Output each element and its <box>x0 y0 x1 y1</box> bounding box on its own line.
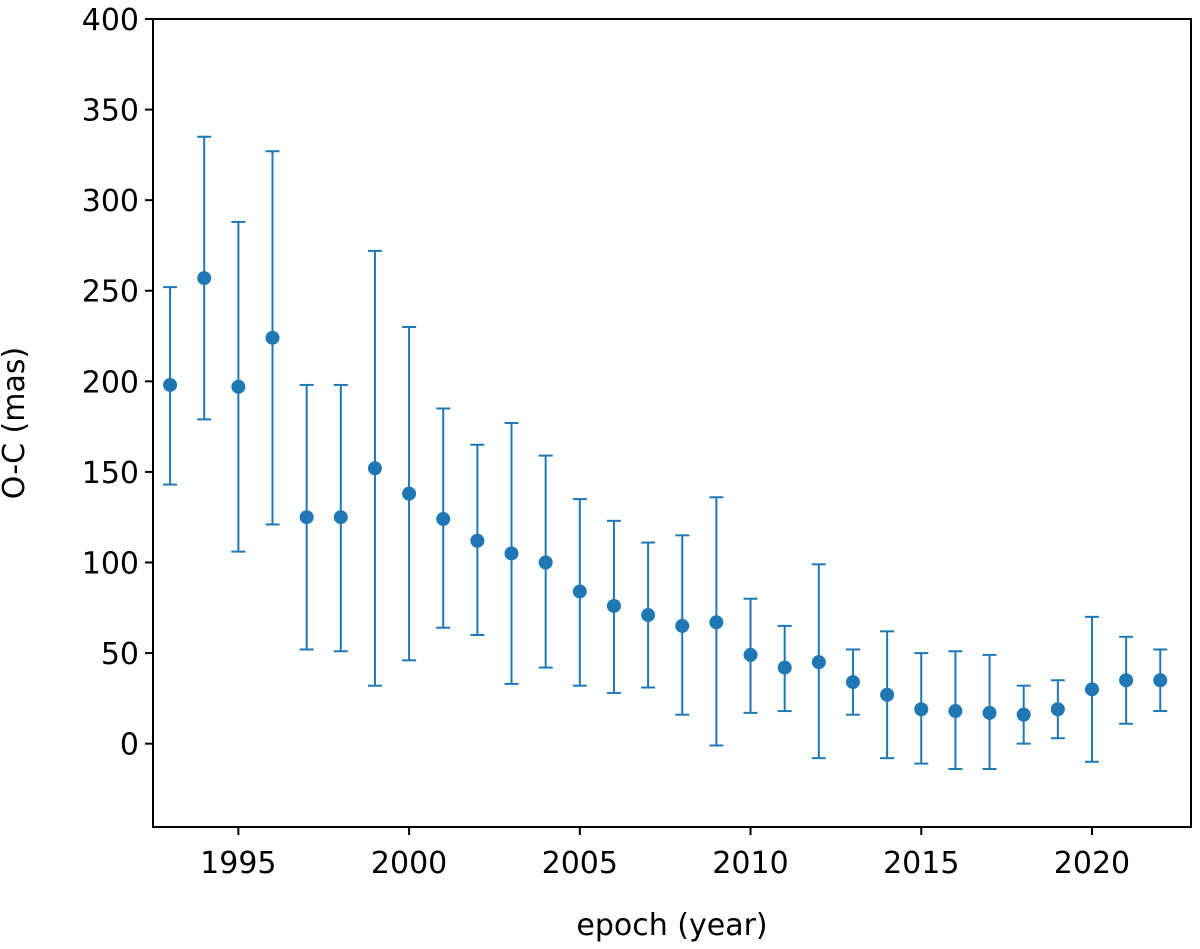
y-tick-label: 350 <box>82 94 139 129</box>
data-point <box>1153 673 1168 688</box>
x-axis-label: epoch (year) <box>576 908 767 943</box>
data-point <box>333 510 348 525</box>
y-tick-label: 50 <box>101 637 139 672</box>
y-tick-label: 250 <box>82 275 139 310</box>
data-point <box>402 486 417 501</box>
data-point <box>606 598 621 613</box>
data-point <box>641 608 656 623</box>
x-tick-label: 2015 <box>883 846 959 881</box>
data-point <box>265 330 280 345</box>
data-point <box>367 461 382 476</box>
y-tick-label: 300 <box>82 184 139 219</box>
data-point <box>880 687 895 702</box>
data-point <box>231 379 246 394</box>
data-point <box>1050 702 1065 717</box>
axes-frame <box>152 18 1192 828</box>
x-tick-label: 2010 <box>712 846 788 881</box>
data-point <box>504 546 519 561</box>
data-point <box>163 377 178 392</box>
data-point <box>914 702 929 717</box>
x-tick-label: 2020 <box>1054 846 1130 881</box>
y-tick-label: 400 <box>82 3 139 38</box>
x-tick-label: 1995 <box>200 846 276 881</box>
y-tick-label: 0 <box>120 728 139 763</box>
y-axis-label: O-C (mas) <box>0 347 32 499</box>
data-point <box>1016 707 1031 722</box>
data-point <box>982 705 997 720</box>
data-point <box>1084 682 1099 697</box>
y-tick-label: 150 <box>82 456 139 491</box>
data-point <box>709 615 724 630</box>
data-point <box>299 510 314 525</box>
data-point <box>948 704 963 719</box>
x-tick-label: 2000 <box>371 846 447 881</box>
data-point <box>743 647 758 662</box>
data-point <box>572 584 587 599</box>
data-point <box>1119 673 1134 688</box>
y-axis-ticks: 0 50 100 150 200 250 300 350 400 <box>82 3 153 763</box>
x-axis-ticks: 1995 2000 2005 2010 2015 2020 <box>200 827 1130 881</box>
data-point <box>845 675 860 690</box>
y-tick-label: 200 <box>82 365 139 400</box>
data-point <box>197 271 212 286</box>
data-point <box>777 660 792 675</box>
x-tick-label: 2005 <box>542 846 618 881</box>
data-point <box>811 655 826 670</box>
data-point <box>470 533 485 548</box>
data-point <box>538 555 553 570</box>
data-point <box>675 618 690 633</box>
data-point <box>436 512 451 527</box>
y-tick-label: 100 <box>82 546 139 581</box>
data-point-group <box>163 271 1168 722</box>
